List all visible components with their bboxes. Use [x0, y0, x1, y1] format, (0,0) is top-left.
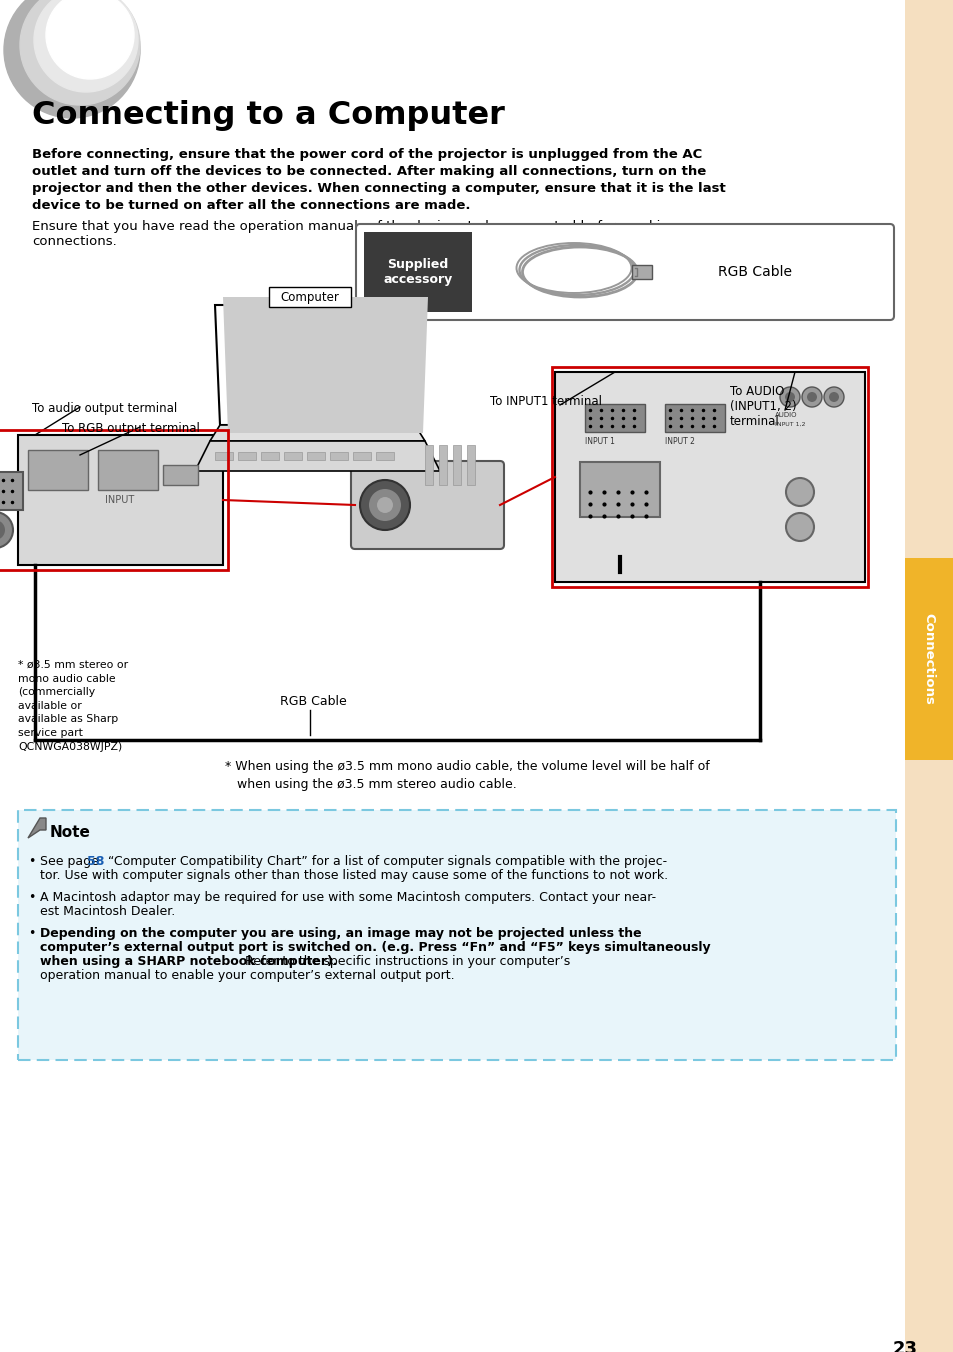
Text: Connecting to a Computer: Connecting to a Computer	[32, 100, 504, 131]
Text: INPUT 1: INPUT 1	[584, 437, 615, 446]
Text: Supplied
accessory: Supplied accessory	[383, 258, 452, 287]
Circle shape	[34, 0, 138, 92]
Text: To audio output terminal: To audio output terminal	[32, 402, 177, 415]
Text: Computer: Computer	[280, 291, 339, 303]
Bar	[284, 452, 302, 460]
Bar	[664, 404, 724, 433]
FancyBboxPatch shape	[269, 287, 351, 307]
Bar	[214, 452, 233, 460]
Bar	[375, 452, 394, 460]
Polygon shape	[223, 297, 428, 433]
Text: 23: 23	[892, 1340, 917, 1352]
Text: connections.: connections.	[32, 235, 116, 247]
Bar	[904, 558, 953, 760]
Circle shape	[376, 498, 393, 512]
Bar	[904, 0, 953, 1352]
Text: Refer to the specific instructions in your computer’s: Refer to the specific instructions in yo…	[241, 955, 570, 968]
Text: * ø3.5 mm stereo or
mono audio cable
(commercially
available or
available as Sha: * ø3.5 mm stereo or mono audio cable (co…	[18, 660, 128, 752]
Text: AUDIO: AUDIO	[774, 412, 797, 418]
Bar	[555, 372, 864, 581]
Bar	[0, 472, 23, 510]
Text: outlet and turn off the devices to be connected. After making all connections, t: outlet and turn off the devices to be co…	[32, 165, 705, 178]
Bar	[631, 265, 651, 279]
Bar	[28, 450, 88, 489]
Circle shape	[823, 387, 843, 407]
Circle shape	[0, 521, 5, 539]
Circle shape	[20, 0, 140, 105]
Circle shape	[828, 392, 838, 402]
Text: 58: 58	[87, 854, 104, 868]
Text: when using the ø3.5 mm stereo audio cable.: when using the ø3.5 mm stereo audio cabl…	[225, 777, 517, 791]
Text: operation manual to enable your computer’s external output port.: operation manual to enable your computer…	[40, 969, 455, 982]
Circle shape	[784, 392, 794, 402]
Text: “Computer Compatibility Chart” for a list of computer signals compatible with th: “Computer Compatibility Chart” for a lis…	[104, 854, 666, 868]
Text: est Macintosh Dealer.: est Macintosh Dealer.	[40, 904, 175, 918]
Text: device to be turned on after all the connections are made.: device to be turned on after all the con…	[32, 199, 470, 212]
Bar	[307, 452, 325, 460]
Circle shape	[780, 387, 800, 407]
Bar	[438, 445, 447, 485]
Bar	[261, 452, 278, 460]
Text: when using a SHARP notebook computer).: when using a SHARP notebook computer).	[40, 955, 337, 968]
Text: Note: Note	[50, 825, 91, 840]
Circle shape	[46, 0, 133, 78]
Text: Depending on the computer you are using, an image may not be projected unless th: Depending on the computer you are using,…	[40, 927, 641, 940]
Circle shape	[806, 392, 816, 402]
Polygon shape	[194, 441, 439, 470]
FancyBboxPatch shape	[355, 224, 893, 320]
Text: INPUT: INPUT	[105, 495, 134, 506]
Circle shape	[359, 480, 410, 530]
Circle shape	[801, 387, 821, 407]
Polygon shape	[214, 306, 419, 425]
Bar	[364, 233, 472, 312]
Text: RGB Cable: RGB Cable	[718, 265, 791, 279]
FancyBboxPatch shape	[18, 810, 895, 1060]
Bar	[98, 450, 158, 489]
Bar	[237, 452, 255, 460]
Bar	[579, 462, 659, 516]
Text: RGB Cable: RGB Cable	[280, 695, 346, 708]
Bar	[330, 452, 348, 460]
Text: To RGB output terminal: To RGB output terminal	[62, 422, 200, 435]
Text: See page: See page	[40, 854, 103, 868]
Polygon shape	[28, 818, 46, 838]
Bar	[18, 435, 223, 565]
Text: projector and then the other devices. When connecting a computer, ensure that it: projector and then the other devices. Wh…	[32, 183, 725, 195]
Text: Before connecting, ensure that the power cord of the projector is unplugged from: Before connecting, ensure that the power…	[32, 147, 701, 161]
Text: computer’s external output port is switched on. (e.g. Press “Fn” and “F5” keys s: computer’s external output port is switc…	[40, 941, 710, 955]
Circle shape	[369, 489, 400, 521]
Text: INPUT 1,2: INPUT 1,2	[774, 422, 804, 427]
Text: Connections: Connections	[922, 612, 935, 704]
Bar	[584, 404, 644, 433]
Text: •: •	[28, 854, 35, 868]
Text: •: •	[28, 927, 35, 940]
Text: Ensure that you have read the operation manuals of the devices to be connected b: Ensure that you have read the operation …	[32, 220, 677, 233]
Polygon shape	[210, 425, 424, 441]
Bar	[453, 445, 460, 485]
Circle shape	[785, 512, 813, 541]
Bar	[424, 445, 433, 485]
Text: •: •	[28, 891, 35, 904]
Text: A Macintosh adaptor may be required for use with some Macintosh computers. Conta: A Macintosh adaptor may be required for …	[40, 891, 656, 904]
Text: To AUDIO
(INPUT1, 2)
terminal: To AUDIO (INPUT1, 2) terminal	[729, 385, 796, 429]
Text: tor. Use with computer signals other than those listed may cause some of the fun: tor. Use with computer signals other tha…	[40, 869, 667, 882]
Circle shape	[785, 479, 813, 506]
Bar	[353, 452, 371, 460]
Circle shape	[4, 0, 140, 118]
Text: * When using the ø3.5 mm mono audio cable, the volume level will be half of: * When using the ø3.5 mm mono audio cabl…	[225, 760, 709, 773]
Text: INPUT 2: INPUT 2	[664, 437, 694, 446]
Circle shape	[0, 512, 13, 548]
Text: To INPUT1 terminal: To INPUT1 terminal	[490, 395, 601, 408]
Bar	[467, 445, 475, 485]
Bar	[163, 465, 198, 485]
FancyBboxPatch shape	[351, 461, 503, 549]
